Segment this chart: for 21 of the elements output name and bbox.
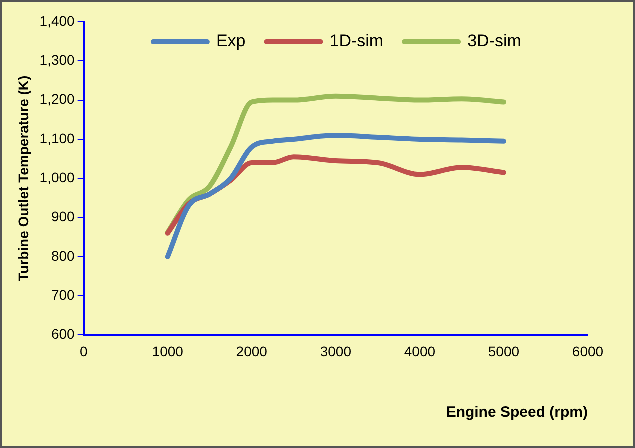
y-tick-label: 1,400 (40, 12, 76, 29)
y-tick-label: 1,100 (40, 130, 76, 146)
y-tick-label: 700 (51, 286, 76, 303)
y-tick-label: 800 (51, 248, 76, 264)
x-tick-label: 6000 (572, 343, 604, 360)
x-axis-title: Engine Speed (rpm) (446, 404, 588, 422)
x-tick-label: 1000 (152, 343, 184, 360)
y-tick-label: 1,200 (40, 91, 76, 108)
legend-label: 3D-sim (468, 32, 522, 51)
legend-label: Exp (216, 32, 246, 51)
y-tick-label: 1,300 (40, 52, 76, 68)
x-tick-label: 5000 (488, 343, 520, 360)
x-tick-label: 0 (80, 343, 88, 360)
y-tick-label: 600 (51, 326, 76, 342)
x-tick-label: 4000 (404, 343, 436, 360)
x-tick-label: 2000 (236, 343, 268, 360)
x-tick-label: 3000 (320, 343, 352, 360)
y-tick-label: 900 (51, 208, 76, 225)
y-tick-label: 1,000 (40, 169, 76, 186)
legend-label: 1D-sim (330, 32, 384, 51)
y-axis-title: Turbine Outlet Temperature (K) (15, 76, 32, 282)
